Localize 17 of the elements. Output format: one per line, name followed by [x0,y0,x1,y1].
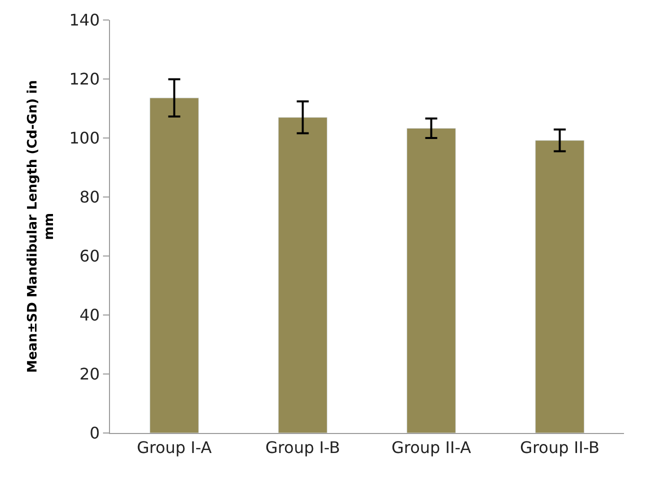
bar [535,140,584,433]
x-tick-label: Group I-A [136,438,212,458]
x-tick-label: Group I-B [265,438,340,458]
bar [150,98,199,433]
y-tick-label: 60 [79,246,100,266]
x-tick-label: Group II-B [520,438,600,458]
y-tick-label: 120 [69,70,100,89]
y-tick-label: 40 [79,306,100,325]
y-tick-label: 20 [79,364,100,384]
y-tick-label: 100 [69,128,100,148]
y-axis-title: Mean±SD Mandibular Length (Cd-Gn) in mm [25,80,58,373]
y-tick-label: 140 [69,10,100,30]
y-tick-label: 0 [90,424,100,443]
bar [406,128,456,433]
x-tick-label: Group II-A [391,438,472,458]
bar [278,117,328,433]
y-tick-label: 80 [79,188,100,207]
